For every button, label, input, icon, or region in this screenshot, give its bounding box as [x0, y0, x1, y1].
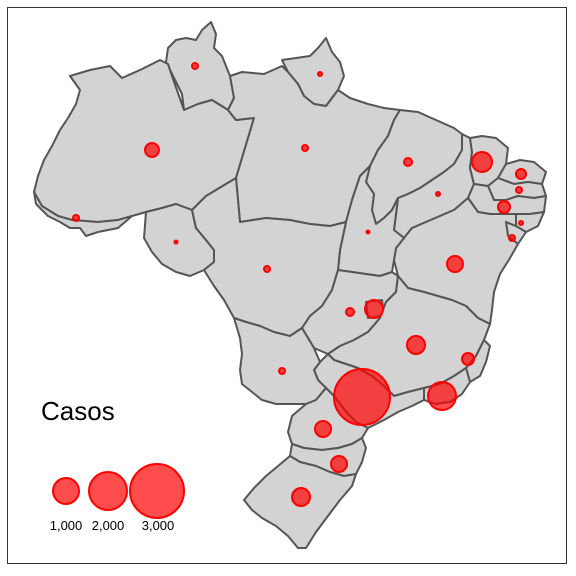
bubble-goias — [345, 307, 355, 317]
bubble-minas-gerais — [406, 335, 426, 355]
bubble-santa-catarina — [330, 455, 348, 473]
bubble-maranhao — [403, 157, 413, 167]
legend-label-2000: 2,000 — [91, 518, 125, 533]
bubble-acre — [72, 214, 80, 222]
bubble-sergipe — [508, 234, 516, 242]
legend-bubble-1000 — [52, 477, 80, 505]
state-tocantins — [337, 165, 405, 277]
legend-bubble-3000 — [129, 463, 185, 519]
bubble-parana — [314, 420, 332, 438]
bubble-espirito-santo — [461, 352, 475, 366]
bubble-rn — [515, 168, 527, 180]
bubble-df — [364, 299, 384, 319]
bubble-mato-grosso-do-sul — [278, 367, 286, 375]
bubble-paraiba — [515, 186, 523, 194]
state-espirito-santo — [465, 339, 491, 383]
bubble-mato-grosso — [263, 265, 271, 273]
bubble-ceara — [471, 151, 493, 173]
state-roraima — [165, 21, 235, 111]
bubble-rio-de-janeiro — [427, 381, 457, 411]
bubble-alagoas — [518, 220, 524, 226]
legend-title: Casos — [41, 396, 115, 426]
bubble-rio-grande-do-sul — [291, 487, 311, 507]
bubble-para — [301, 144, 309, 152]
bubble-sao-paulo — [333, 368, 391, 426]
legend-bubble-2000 — [88, 471, 128, 511]
state-acre — [33, 191, 133, 237]
bubble-rondonia — [173, 239, 179, 245]
bubble-bahia — [446, 255, 464, 273]
bubble-amazonas — [144, 142, 160, 158]
bubble-piaui — [435, 191, 441, 197]
bubble-tocantins — [365, 229, 371, 235]
legend-label-3000: 3,000 — [141, 518, 175, 533]
legend-label-1000: 1,000 — [49, 518, 83, 533]
bubble-pernambuco — [497, 200, 511, 214]
legend-symbols — [52, 463, 185, 519]
bubble-roraima — [191, 62, 199, 70]
bubble-amapa — [317, 71, 323, 77]
